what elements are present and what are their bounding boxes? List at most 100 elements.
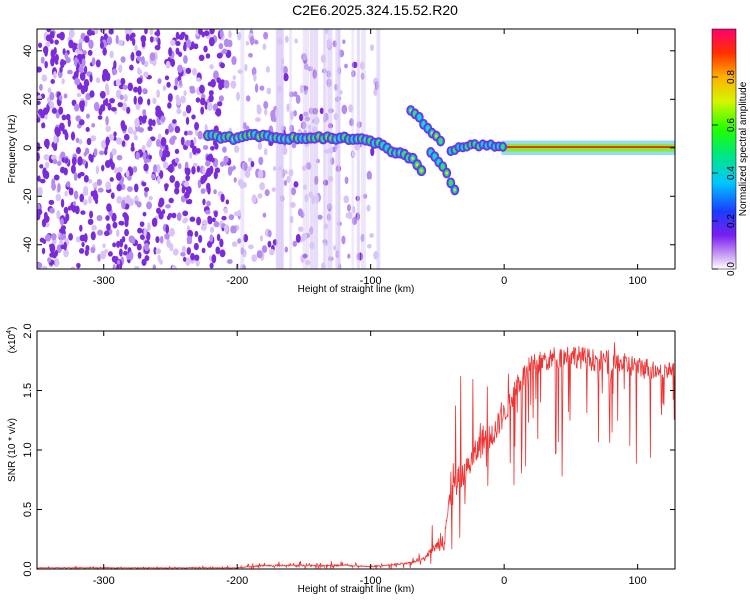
trace-cell-peak — [415, 163, 419, 167]
noise-cell — [347, 253, 351, 259]
noise-cell — [54, 39, 59, 45]
x-tick-label: 100 — [628, 575, 646, 587]
noise-cell — [159, 259, 163, 265]
noise-cell — [94, 198, 99, 204]
noise-cell — [79, 224, 83, 232]
noise-cell — [170, 58, 176, 67]
noise-cell — [264, 189, 270, 197]
noise-cell — [180, 31, 186, 37]
noise-cell — [200, 224, 207, 231]
noise-cell — [270, 112, 275, 122]
x-tick-label: 100 — [628, 275, 646, 287]
noise-cell — [242, 161, 248, 171]
noise-cell — [218, 43, 224, 50]
noise-cell — [193, 242, 199, 251]
noise-cell — [205, 160, 211, 167]
noise-cell — [76, 147, 81, 155]
noise-cell — [174, 77, 179, 87]
noise-cell — [185, 257, 191, 266]
noise-cell — [109, 177, 114, 182]
noise-cell — [180, 251, 186, 257]
noise-cell — [164, 75, 170, 81]
noise-cell — [264, 108, 268, 116]
noise-cell — [62, 129, 68, 135]
noise-cell — [120, 77, 126, 86]
noise-cell — [197, 179, 202, 189]
spectrogram-frame — [36, 28, 676, 270]
noise-cell — [155, 236, 160, 244]
noise-streak — [309, 29, 314, 269]
noise-cell — [146, 201, 152, 210]
noise-cell — [258, 156, 264, 166]
noise-cell — [259, 182, 265, 191]
noise-cell — [142, 88, 147, 94]
noise-cell — [160, 115, 166, 123]
y-tick-label: 1.0 — [22, 442, 34, 457]
noise-cell — [165, 60, 171, 69]
snr-series-line — [36, 342, 676, 571]
noise-cell — [227, 39, 233, 48]
noise-cell — [118, 220, 124, 226]
trace-cell — [417, 114, 422, 121]
noise-cell — [39, 178, 46, 184]
noise-cell — [254, 83, 259, 93]
noise-cell — [144, 255, 150, 262]
noise-cell — [304, 194, 309, 203]
noise-cell — [237, 238, 242, 244]
noise-cell — [223, 79, 230, 89]
noise-cell — [37, 66, 42, 73]
noise-cell — [200, 188, 206, 194]
noise-cell — [211, 254, 217, 264]
noise-cell — [37, 100, 41, 106]
noise-streak — [289, 29, 293, 269]
noise-cell — [73, 171, 78, 181]
noise-cell — [45, 34, 52, 42]
noise-cell — [43, 154, 50, 161]
noise-cell — [172, 119, 177, 124]
noise-cell — [86, 29, 93, 36]
noise-cell — [76, 92, 82, 98]
noise-cell — [262, 43, 267, 51]
noise-cell — [248, 52, 253, 58]
noise-cell — [282, 66, 288, 75]
noise-cell — [132, 37, 136, 46]
noise-cell — [91, 224, 97, 231]
noise-cell — [175, 40, 181, 47]
noise-cell — [84, 147, 90, 155]
colorbar-tick-label: 0.2 — [726, 214, 737, 228]
noise-cell — [213, 210, 218, 218]
noise-cell — [102, 243, 106, 248]
noise-cell — [138, 127, 144, 133]
noise-cell — [245, 41, 250, 46]
noise-cell — [118, 248, 123, 257]
noise-cell — [341, 235, 346, 245]
noise-cell — [198, 234, 203, 243]
noise-cell — [218, 95, 224, 102]
noise-cell — [83, 78, 90, 88]
noise-cell — [149, 36, 154, 43]
noise-cell — [64, 157, 69, 164]
noise-cell — [37, 142, 41, 152]
noise-streak — [323, 29, 326, 269]
noise-cell — [269, 248, 275, 256]
noise-cell — [196, 77, 201, 82]
noise-cell — [167, 93, 173, 103]
noise-cell — [64, 190, 68, 197]
noise-cell — [76, 53, 83, 60]
noise-cell — [40, 56, 45, 64]
noise-cell — [187, 130, 193, 136]
noise-cell — [198, 29, 203, 35]
noise-cell — [224, 224, 229, 234]
trace-cell — [448, 179, 453, 187]
snr-plot-area — [36, 342, 676, 571]
noise-cell — [73, 190, 79, 200]
noise-cell — [186, 235, 193, 243]
noise-cell — [133, 95, 137, 105]
noise-cell — [100, 250, 107, 260]
noise-streak — [313, 29, 319, 269]
noise-cell — [196, 148, 201, 154]
noise-cell — [143, 60, 149, 68]
noise-cell — [196, 165, 201, 173]
noise-cell — [113, 131, 117, 137]
noise-cell — [119, 94, 124, 100]
